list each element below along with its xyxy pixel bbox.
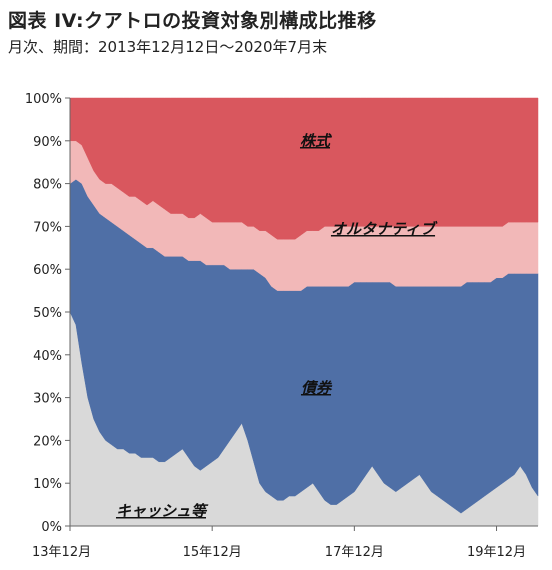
x-tick-label: 19年12月 (467, 545, 526, 560)
y-tick-label: 20% (33, 434, 62, 449)
y-tick-label: 100% (25, 92, 62, 107)
y-tick-label: 80% (33, 178, 62, 193)
x-tick-label: 15年12月 (183, 545, 242, 560)
chart-title: 図表 IV:クアトロの投資対象別構成比推移 (8, 10, 377, 32)
series-label-alternative: オルタナティブ (331, 220, 438, 238)
series-label-cash: キャッシュ等 (116, 502, 209, 520)
area-equities (69, 97, 539, 240)
y-tick-label: 50% (33, 306, 62, 321)
y-tick-label: 40% (33, 349, 62, 364)
series-label-bonds: 債券 (301, 379, 333, 397)
x-axis: 13年12月 15年12月 17年12月 19年12月 (32, 525, 538, 560)
y-tick-label: 30% (33, 392, 62, 407)
x-tick-label: 13年12月 (32, 545, 91, 560)
y-axis: 0% 10% 20% 30% 40% 50% 60% 70% 80% 90% 100% (25, 92, 71, 535)
y-tick-label: 0% (41, 520, 62, 535)
area-series-group (69, 97, 539, 527)
series-label-equities: 株式 (300, 132, 333, 150)
y-tick-label: 60% (33, 263, 62, 278)
y-tick-label: 10% (33, 477, 62, 492)
x-tick-label: 17年12月 (325, 545, 384, 560)
chart-subtitle: 月次、期間：2013年12月12日～2020年7月末 (8, 38, 328, 56)
y-tick-label: 70% (33, 220, 62, 235)
y-tick-label: 90% (33, 135, 62, 150)
